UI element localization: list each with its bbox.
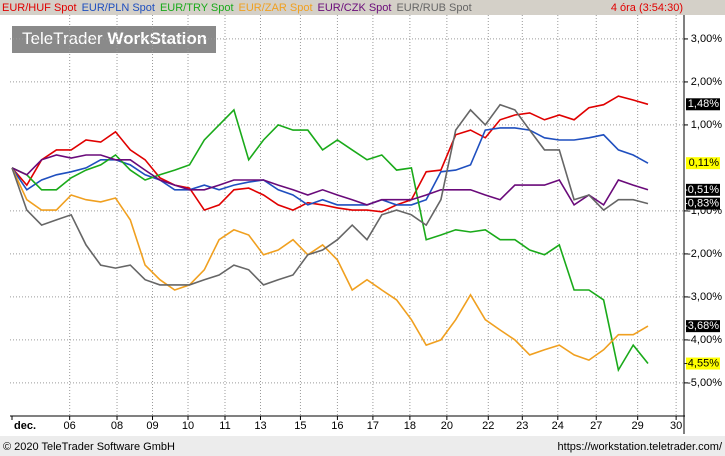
x-tick-label: 08 xyxy=(111,420,123,432)
y-tick-label: -4,00% xyxy=(687,334,722,346)
period: 4 óra (3:54:30) xyxy=(611,2,683,14)
x-tick-label: 09 xyxy=(146,420,158,432)
last-value-label: 0,11% xyxy=(689,157,720,169)
legend-entry: EUR/RUB Spot xyxy=(396,2,471,14)
copyright: © 2020 TeleTrader Software GmbH xyxy=(3,441,175,453)
legend-entry: EUR/ZAR Spot xyxy=(239,2,313,14)
x-tick-label: 10 xyxy=(182,420,194,432)
x-tick-label: 24 xyxy=(552,420,564,432)
x-tick-label: 17 xyxy=(367,420,379,432)
y-tick-label: 1,00% xyxy=(691,119,722,131)
x-tick-label: 16 xyxy=(331,420,343,432)
last-value-label: 1,48% xyxy=(688,98,719,110)
x-tick-label: dec. xyxy=(14,420,36,432)
x-tick-label: 30 xyxy=(670,420,682,432)
last-value-label: -4,55% xyxy=(684,357,719,369)
x-tick-label: 23 xyxy=(516,420,528,432)
last-value-label: -0,51% xyxy=(684,184,719,196)
y-tick-label: -3,00% xyxy=(687,291,722,303)
series-line xyxy=(11,108,649,373)
last-value-box xyxy=(686,357,720,370)
last-value-box xyxy=(686,320,720,333)
legend-entry: EUR/TRY Spot xyxy=(160,2,234,14)
watermark-brand: TeleTrader xyxy=(22,29,103,48)
x-tick-label: 15 xyxy=(294,420,306,432)
x-tick-label: 06 xyxy=(64,420,76,432)
series-line xyxy=(11,95,649,213)
x-tick-label: 29 xyxy=(632,420,644,432)
legend-bar xyxy=(0,0,725,15)
x-tick-label: 22 xyxy=(482,420,494,432)
x-tick-label: 11 xyxy=(219,420,230,432)
last-value-label: -0,83% xyxy=(684,198,719,210)
last-value-box xyxy=(686,183,720,196)
footer-bar xyxy=(0,436,725,456)
legend-entry: EUR/HUF Spot xyxy=(2,2,77,14)
last-value-box xyxy=(686,197,720,210)
y-tick-label: -5,00% xyxy=(687,377,722,389)
watermark-box xyxy=(12,26,216,53)
x-tick-label: 18 xyxy=(404,420,416,432)
y-tick-label: 3,00% xyxy=(691,33,722,45)
x-tick-label: 20 xyxy=(441,420,453,432)
legend-entry: EUR/PLN Spot xyxy=(82,2,155,14)
last-value-box xyxy=(686,157,720,170)
x-tick-label: 13 xyxy=(254,420,266,432)
series-line xyxy=(11,127,649,206)
y-tick-label: 2,00% xyxy=(691,76,722,88)
last-value-box xyxy=(686,98,720,111)
last-value-label: -3,68% xyxy=(684,320,719,332)
series-line xyxy=(11,154,649,207)
legend-entry: EUR/CZK Spot xyxy=(318,2,392,14)
series-line xyxy=(11,103,649,286)
y-tick-label: -2,00% xyxy=(687,248,722,260)
series-line xyxy=(11,167,649,361)
x-tick-label: 27 xyxy=(590,420,602,432)
url: https://workstation.teletrader.com/ xyxy=(558,441,723,453)
